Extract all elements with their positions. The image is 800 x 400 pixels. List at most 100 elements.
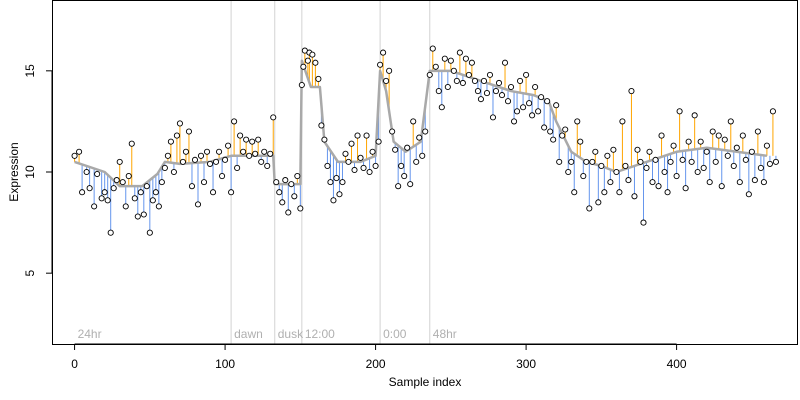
data-point (369, 148, 376, 155)
data-point (91, 203, 98, 210)
data-point (733, 144, 740, 151)
data-point (553, 102, 560, 109)
x-axis-title: Sample index (389, 375, 462, 389)
x-axis: 0 100 200 300 400 (71, 343, 687, 371)
data-point (643, 164, 650, 172)
data-point (413, 158, 420, 165)
data-point (294, 172, 301, 180)
data-point (492, 88, 500, 95)
data-point (366, 168, 373, 176)
data-point (477, 96, 484, 103)
y-axis: 5 10 15 (23, 64, 53, 277)
phase-label: 24hr (78, 327, 102, 341)
data-point (592, 148, 599, 155)
data-point (330, 197, 337, 204)
data-point (601, 189, 608, 196)
data-point (504, 98, 512, 105)
data-point (574, 118, 581, 125)
data-point (742, 156, 749, 163)
data-point (342, 150, 349, 157)
data-point (228, 189, 235, 196)
data-point (119, 179, 126, 186)
data-point (255, 136, 262, 143)
data-point (267, 150, 274, 157)
data-point (194, 201, 202, 208)
data-point (407, 181, 414, 188)
data-point (619, 118, 626, 125)
data-point (252, 150, 259, 157)
data-point (529, 112, 536, 119)
data-point (501, 59, 509, 66)
data-point (203, 148, 211, 155)
data-point (441, 55, 448, 62)
data-point (616, 189, 623, 196)
data-point (401, 172, 408, 180)
data-point (395, 183, 402, 190)
data-point (179, 158, 186, 165)
data-point (649, 179, 656, 186)
data-point (526, 100, 533, 107)
data-point (149, 197, 156, 204)
data-point (462, 55, 469, 62)
data-point (137, 189, 144, 196)
data-point (191, 156, 199, 163)
data-point (200, 179, 208, 186)
data-point (258, 158, 265, 165)
data-point (634, 146, 641, 153)
data-point (438, 104, 445, 111)
data-point (312, 59, 319, 66)
data-point (586, 205, 593, 212)
data-point (429, 45, 436, 52)
data-point (285, 209, 292, 216)
data-point (237, 132, 244, 139)
data-point (348, 140, 355, 147)
data-point (416, 134, 423, 141)
data-point (249, 138, 256, 145)
data-point (745, 191, 752, 198)
data-point (170, 168, 177, 176)
data-point (125, 172, 132, 180)
data-point (760, 179, 767, 186)
data-point (613, 168, 620, 176)
data-point (94, 170, 101, 178)
data-point (276, 189, 283, 196)
data-point (372, 162, 379, 169)
x-tick-label: 100 (215, 357, 235, 371)
data-point (535, 108, 542, 115)
data-point (507, 83, 515, 91)
data-point (76, 148, 83, 155)
phase-label: dusk (278, 327, 304, 341)
y-axis-title: Expression (7, 142, 21, 201)
data-point (679, 156, 686, 163)
data-point (333, 175, 340, 182)
data-point (188, 183, 196, 190)
phase-label: 12:00 (305, 327, 335, 341)
data-point (140, 211, 147, 218)
data-point (297, 205, 304, 212)
data-point (261, 148, 268, 155)
data-point (392, 146, 399, 153)
data-point (538, 94, 545, 101)
data-point (631, 193, 638, 200)
data-point (685, 138, 692, 145)
data-point (209, 189, 217, 196)
data-point (304, 57, 311, 64)
data-point (712, 158, 719, 165)
data-point (288, 181, 295, 188)
data-point (571, 189, 578, 196)
data-point (107, 229, 114, 236)
data-point (727, 118, 734, 125)
data-point (167, 138, 174, 145)
data-point (219, 172, 226, 180)
data-point (383, 77, 390, 84)
data-point (422, 128, 429, 135)
data-point (158, 179, 165, 186)
data-point (489, 114, 497, 121)
data-point (748, 148, 755, 155)
data-point (474, 88, 481, 95)
data-point (152, 189, 159, 196)
data-point (751, 177, 758, 184)
data-point (595, 199, 602, 206)
data-point (661, 168, 668, 176)
data-point (483, 90, 491, 97)
